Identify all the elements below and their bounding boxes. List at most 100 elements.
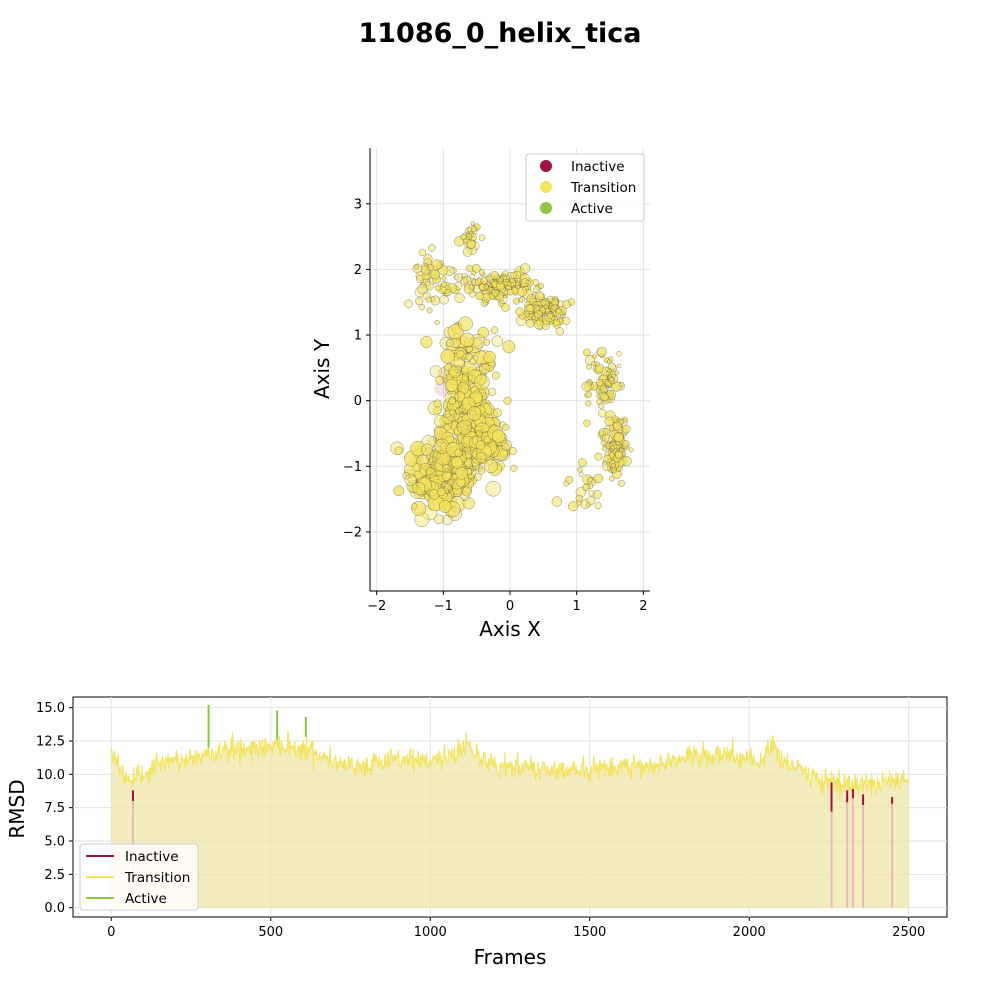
scatter-point-transition <box>465 353 474 361</box>
rmsd-x-tick-label: 2500 <box>892 925 925 940</box>
scatter-point-transition <box>435 375 445 385</box>
scatter-point-transition <box>619 382 625 388</box>
rmsd-x-tick-label: 500 <box>258 925 283 940</box>
rmsd-y-tick-label: 5.0 <box>44 835 65 850</box>
scatter-point-transition <box>483 435 491 444</box>
scatter-point-transition <box>506 288 514 296</box>
scatter-point-transition <box>534 291 544 301</box>
scatter-point-transition <box>455 407 464 416</box>
scatter-point-transition <box>520 278 530 287</box>
scatter-point-transition <box>510 464 518 472</box>
scatter-point-transition <box>483 284 489 290</box>
legend-label-active: Active <box>571 201 613 217</box>
legend-marker-inactive <box>540 160 552 172</box>
rmsd-panel: 0 500 1000 1500 2000 2500 0.0 2.5 5.0 7.5 10.0 12.… <box>5 696 948 969</box>
scatter-y-tick-label: 1 <box>354 329 362 344</box>
scatter-point-transition <box>434 320 440 326</box>
scatter-point-transition <box>487 387 497 397</box>
scatter-point-transition <box>393 485 405 497</box>
scatter-point-transition <box>462 247 473 257</box>
scatter-point-transition <box>586 502 592 508</box>
scatter-point-transition <box>434 284 442 291</box>
scatter-point-transition <box>534 310 543 319</box>
scatter-point-transition <box>483 338 491 346</box>
scatter-point-transition <box>622 440 630 448</box>
scatter-point-transition <box>466 239 476 249</box>
scatter-y-tick-label: −2 <box>343 525 362 540</box>
scatter-point-transition <box>606 359 612 365</box>
scatter-point-transition <box>562 299 571 309</box>
scatter-legend: Inactive Transition Active <box>525 153 645 222</box>
scatter-point-transition <box>483 350 496 364</box>
scatter-point-transition <box>467 369 482 384</box>
scatter-point-transition <box>591 353 597 360</box>
rmsd-y-tick-label: 15.0 <box>36 701 65 716</box>
scatter-point-transition <box>596 346 608 357</box>
scatter-point-transition <box>477 326 490 339</box>
scatter-point-transition <box>465 264 473 272</box>
scatter-point-transition <box>540 299 547 306</box>
scatter-point-transition <box>454 391 466 402</box>
scatter-point-transition <box>433 399 442 408</box>
scatter-point-transition <box>454 365 462 373</box>
legend-marker-transition <box>540 181 552 193</box>
scatter-point-transition <box>441 431 454 445</box>
scatter-x-tick-label: 0 <box>506 599 514 614</box>
scatter-point-transition <box>460 276 469 285</box>
scatter-point-transition <box>468 291 476 298</box>
scatter-point-transition <box>441 275 447 281</box>
rmsd-legend: Inactive Transition Active <box>79 843 199 911</box>
scatter-point-transition <box>415 297 424 306</box>
scatter-panel: −2 −1 0 1 2 −2 −1 0 1 2 3 Axis X Axis Y Inactive … <box>310 148 650 641</box>
scatter-point-transition <box>525 319 535 328</box>
scatter-point-transition <box>562 316 571 325</box>
rmsd-x-tick-label: 0 <box>107 925 115 940</box>
scatter-point-transition <box>506 281 512 287</box>
scatter-x-tick-label: 2 <box>639 599 647 614</box>
scatter-point-transition <box>480 299 488 307</box>
scatter-point-transition <box>492 429 506 443</box>
scatter-point-transition <box>615 440 621 446</box>
scatter-point-transition <box>609 441 618 450</box>
scatter-point-transition <box>456 350 465 359</box>
scatter-point-transition <box>600 392 609 402</box>
scatter-point-transition <box>429 365 443 378</box>
scatter-point-transition <box>420 443 434 456</box>
scatter-x-axis-label: Axis X <box>479 617 541 641</box>
scatter-point-transition <box>445 338 454 348</box>
scatter-y-tick-label: −1 <box>343 460 362 475</box>
scatter-point-transition <box>502 340 516 354</box>
scatter-point-transition <box>479 269 486 276</box>
scatter-point-transition <box>470 226 477 233</box>
rmsd-transition-line <box>110 730 910 803</box>
scatter-point-transition <box>459 332 475 348</box>
scatter-point-transition <box>455 466 468 480</box>
legend-label-inactive: Inactive <box>571 159 625 175</box>
scatter-point-transition <box>587 476 593 483</box>
scatter-y-ticks: −2 −1 0 1 2 3 <box>343 197 370 540</box>
scatter-point-transition <box>414 264 420 270</box>
rmsd-axes-frame <box>72 696 948 918</box>
scatter-point-transition <box>439 294 449 305</box>
scatter-point-transition <box>518 296 526 303</box>
scatter-point-transition <box>586 364 592 370</box>
scatter-point-transition <box>485 480 502 497</box>
rmsd-x-ticks: 0 500 1000 1500 2000 2500 <box>107 917 925 940</box>
legend-label-transition: Transition <box>570 180 636 196</box>
scatter-point-transition <box>578 458 587 468</box>
scatter-point-transition <box>454 293 465 304</box>
scatter-point-transition <box>479 362 490 374</box>
scatter-point-transition <box>418 304 425 311</box>
scatter-point-transition <box>468 283 475 290</box>
rmsd-legend-label-transition: Transition <box>124 870 190 886</box>
scatter-point-transition <box>575 494 583 503</box>
rmsd-legend-label-active: Active <box>125 891 167 907</box>
scatter-point-transition <box>418 248 427 257</box>
scatter-point-transition <box>495 289 501 295</box>
scatter-point-transition <box>486 364 494 373</box>
scatter-point-transition <box>457 419 473 435</box>
scatter-point-transition <box>551 304 558 311</box>
scatter-point-transition <box>426 467 435 476</box>
scatter-point-transition <box>519 263 531 274</box>
scatter-point-transition <box>426 307 433 314</box>
